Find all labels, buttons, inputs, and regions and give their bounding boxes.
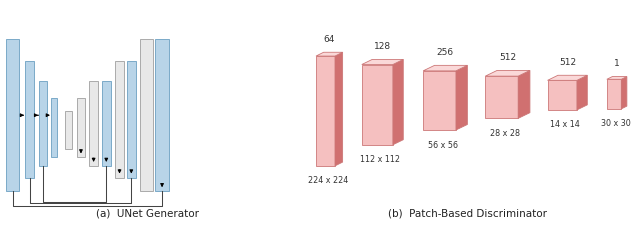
Polygon shape [548, 75, 588, 80]
Text: 112 x 112: 112 x 112 [360, 155, 401, 164]
Text: 1: 1 [614, 59, 620, 68]
Text: 30 x 30: 30 x 30 [601, 120, 630, 128]
Bar [127, 61, 136, 178]
Text: 512: 512 [499, 53, 516, 62]
Polygon shape [548, 80, 577, 110]
Polygon shape [607, 79, 621, 109]
Polygon shape [621, 77, 627, 109]
Polygon shape [393, 60, 403, 145]
Bar [6, 39, 19, 191]
Text: 224 x 224: 224 x 224 [308, 176, 348, 186]
Text: 512: 512 [559, 58, 576, 67]
Bar [89, 81, 99, 166]
Text: 256: 256 [436, 48, 454, 57]
Text: (b)  Patch-Based Discriminator: (b) Patch-Based Discriminator [388, 209, 547, 219]
Bar [140, 39, 153, 191]
Polygon shape [316, 52, 342, 56]
Polygon shape [607, 77, 627, 79]
Bar [39, 81, 47, 166]
Polygon shape [362, 65, 393, 145]
Bar [102, 81, 111, 166]
Bar [51, 98, 58, 157]
Polygon shape [518, 70, 530, 118]
Polygon shape [485, 76, 518, 118]
Bar [115, 61, 124, 178]
Text: 28 x 28: 28 x 28 [490, 129, 520, 138]
Polygon shape [577, 75, 588, 110]
Polygon shape [423, 65, 467, 71]
Polygon shape [423, 71, 456, 130]
Polygon shape [316, 56, 335, 166]
Text: 14 x 14: 14 x 14 [550, 120, 580, 130]
Text: 64: 64 [324, 35, 335, 44]
Bar [25, 61, 35, 178]
Polygon shape [335, 52, 342, 166]
Text: 128: 128 [374, 42, 391, 51]
Bar [156, 39, 169, 191]
Polygon shape [456, 65, 467, 130]
Polygon shape [362, 60, 403, 65]
Bar [65, 111, 72, 149]
Text: 56 x 56: 56 x 56 [428, 141, 458, 150]
Bar [77, 98, 84, 157]
Polygon shape [485, 70, 530, 76]
Text: (a)  UNet Generator: (a) UNet Generator [96, 209, 198, 219]
